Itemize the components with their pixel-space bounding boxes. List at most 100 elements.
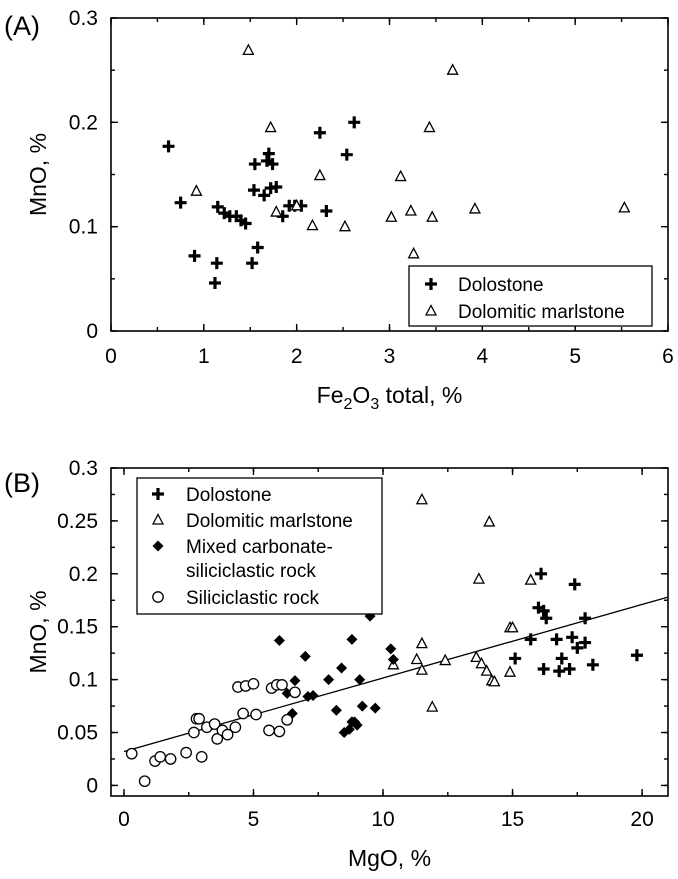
data-point-triangle <box>480 664 493 676</box>
series-plus <box>162 116 361 290</box>
data-point-plus <box>251 241 264 254</box>
data-point-plus <box>162 140 175 153</box>
data-point-plus <box>630 649 643 662</box>
y-tick-label: 0.2 <box>69 563 98 586</box>
data-point-diamond <box>387 654 399 666</box>
data-point-circle <box>276 679 288 691</box>
x-tick-label: 4 <box>476 345 488 368</box>
y-tick-label: 0 <box>86 774 98 797</box>
data-point-plus <box>537 604 550 617</box>
legend-marker-triangle <box>151 513 165 525</box>
data-point-circle <box>281 713 294 726</box>
data-point-plus <box>524 633 537 646</box>
data-point-plus <box>262 147 275 160</box>
data-point-circle <box>229 721 242 734</box>
x-tick-label: 20 <box>630 808 653 831</box>
data-point-plus <box>266 158 279 171</box>
data-point-plus <box>247 184 260 197</box>
data-point-plus <box>579 612 592 625</box>
data-point-circle <box>138 775 151 788</box>
data-point-circle <box>237 707 249 720</box>
data-point-triangle <box>270 205 283 217</box>
data-point-plus <box>208 277 221 290</box>
legend-entry: Dolostone <box>458 275 544 296</box>
data-point-diamond <box>369 702 381 714</box>
data-point-circle <box>164 753 177 765</box>
data-point-triangle <box>407 246 420 259</box>
data-point-triangle <box>475 656 488 669</box>
data-point-plus <box>568 578 581 591</box>
data-point-triangle <box>394 169 407 182</box>
data-point-plus <box>174 196 187 209</box>
y-axis-label: MnO, % <box>25 133 51 216</box>
data-point-circle <box>188 726 200 739</box>
data-point-plus <box>239 217 252 230</box>
data-point-triangle <box>472 572 485 584</box>
legend-entry: Dolomitic marlstone <box>458 302 625 323</box>
data-point-triangle <box>264 120 277 133</box>
data-point-triangle <box>524 573 537 585</box>
y-tick-label: 0.1 <box>69 216 98 239</box>
data-point-diamond <box>354 674 366 686</box>
x-tick-label: 2 <box>291 345 303 368</box>
plot-frame <box>110 467 669 797</box>
data-point-diamond <box>346 633 358 645</box>
data-point-diamond <box>336 662 348 674</box>
data-point-triangle <box>410 652 423 665</box>
data-point-circle <box>273 725 286 738</box>
x-axis-label: Fe2O3 total, % <box>317 382 463 413</box>
data-point-triangle <box>468 202 481 214</box>
data-point-triangle <box>404 204 417 216</box>
y-tick-label: 0.15 <box>57 616 98 639</box>
data-point-diamond <box>330 704 342 716</box>
legend-entry: siliciclastic rock <box>186 561 316 582</box>
series-circle <box>125 677 301 788</box>
legend-entry: Dolostone <box>186 485 272 506</box>
x-tick-label: 0 <box>118 808 130 831</box>
data-point-triangle <box>426 700 439 712</box>
legend: Dolostone Dolomitic marlstone <box>408 265 653 327</box>
data-point-plus <box>246 257 259 270</box>
x-tick-label: 10 <box>371 808 394 831</box>
data-point-triangle <box>313 168 326 181</box>
series-triangle <box>387 492 537 712</box>
data-point-triangle <box>385 210 398 222</box>
data-point-circle <box>208 718 221 730</box>
x-tick-label: 15 <box>501 808 524 831</box>
series-plus <box>509 567 643 678</box>
y-tick-label: 0.3 <box>69 457 98 480</box>
x-tick-label: 1 <box>198 345 210 368</box>
data-point-triangle <box>242 43 255 55</box>
series-triangle <box>190 43 631 259</box>
data-point-triangle <box>290 198 303 211</box>
data-point-circle <box>263 724 275 737</box>
data-point-triangle <box>503 665 517 677</box>
x-tick-label: 5 <box>248 808 260 831</box>
legend-entry: Siliciclastic rock <box>186 588 320 609</box>
data-point-triangle <box>483 515 496 527</box>
data-point-plus <box>537 663 550 676</box>
data-point-diamond <box>289 675 301 687</box>
data-point-plus <box>210 257 223 270</box>
data-point-plus <box>258 189 271 202</box>
data-point-triangle <box>446 63 459 75</box>
data-point-plus <box>270 181 283 194</box>
legend-marker-plus <box>152 488 164 500</box>
data-point-plus <box>566 631 579 644</box>
data-point-circle <box>211 733 224 745</box>
data-point-triangle <box>470 650 483 663</box>
data-point-diamond <box>351 719 363 731</box>
series-diamond <box>273 610 399 739</box>
x-tick-label: 3 <box>384 345 396 368</box>
legend-box <box>136 477 383 615</box>
data-point-plus <box>313 126 326 139</box>
x-tick-label: 6 <box>662 345 674 368</box>
data-point-triangle <box>423 120 436 133</box>
data-point-triangle <box>488 674 501 687</box>
data-point-plus <box>535 567 548 580</box>
data-point-plus <box>188 249 201 262</box>
y-axis-label: MnO, % <box>25 590 51 673</box>
y-tick-label: 0.3 <box>69 7 98 30</box>
data-point-circle <box>125 747 138 760</box>
